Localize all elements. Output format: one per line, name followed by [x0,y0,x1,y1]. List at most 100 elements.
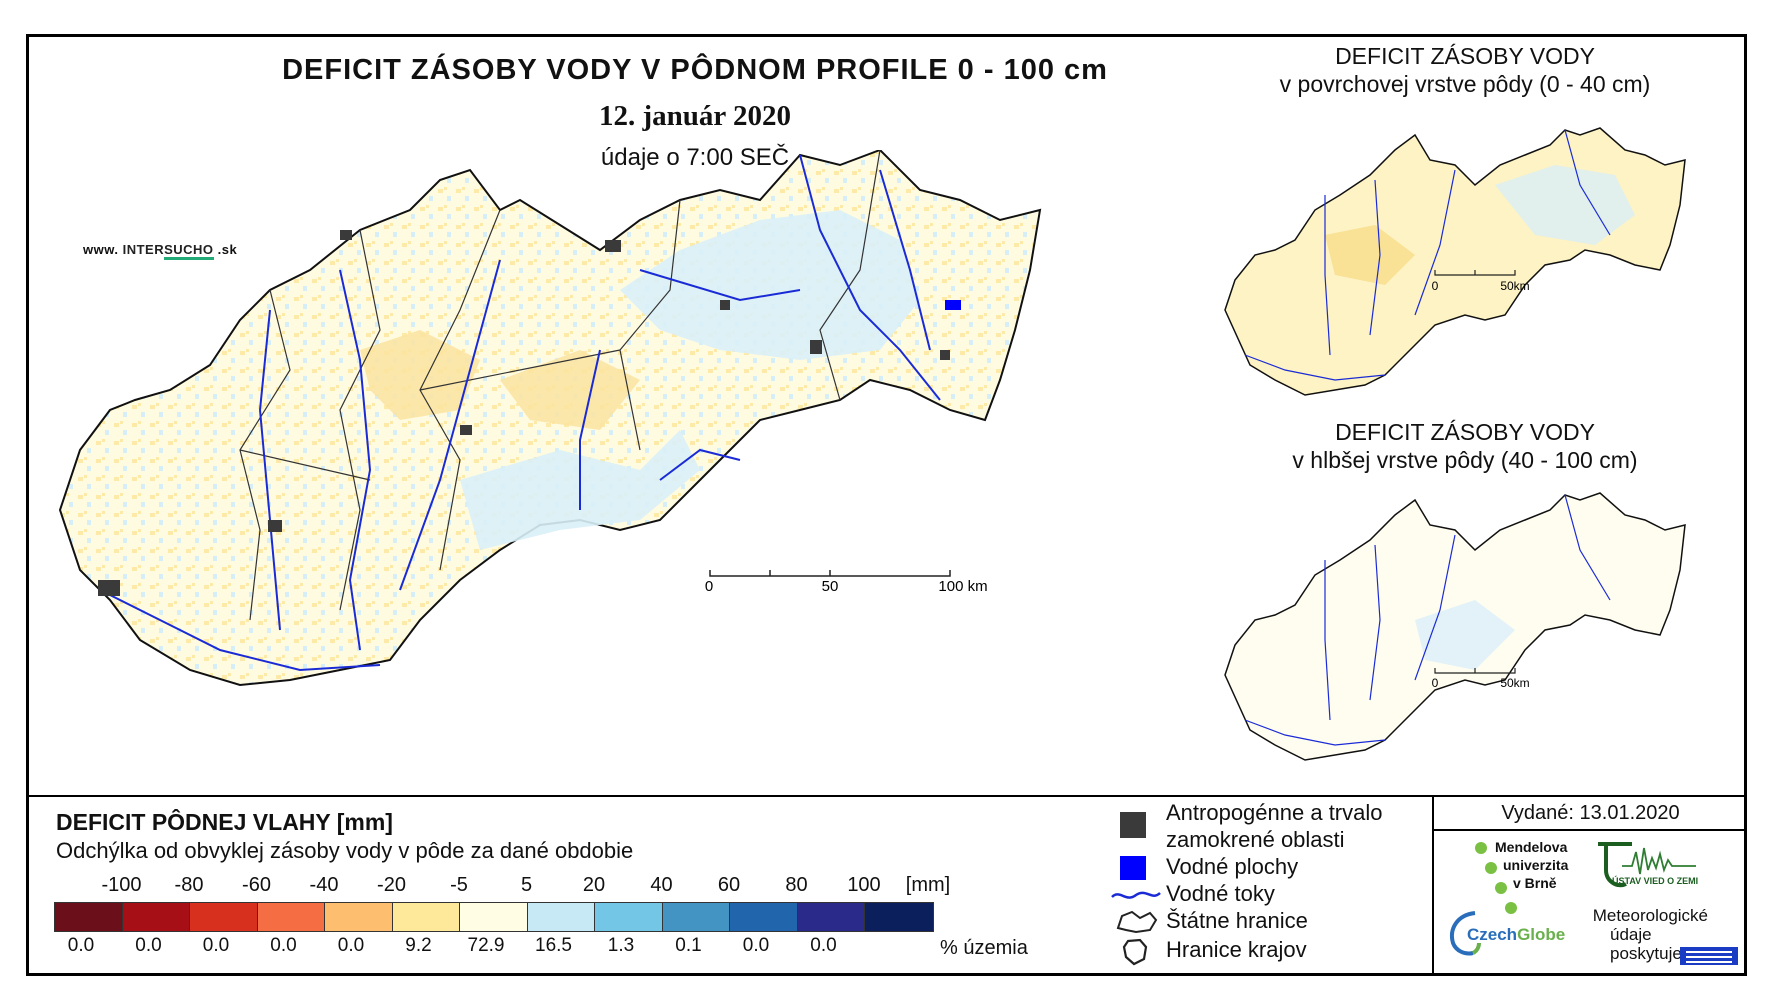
czechglobe-logo: CzechGlobe [1443,907,1583,967]
legend-unit: [mm] [905,874,951,896]
issued-divider [1432,795,1434,976]
mendel-line1: Mendelova [1495,839,1568,855]
legend-swatch [797,903,865,931]
issued-label: Vydané: [1501,802,1574,824]
meteo-line2: údaje [1610,925,1652,944]
legend-percentage: 0.0 [337,935,365,956]
region-border-icon [1122,938,1148,966]
map-title: DEFICIT ZÁSOBY VODY V PÔDNOM PROFILE 0 -… [282,54,1108,86]
legend-percent-label: % územia [940,937,1028,959]
legend-ticks: -100 -80 -60 -40 -20 -5 5 20 40 60 80 10… [30,874,1030,902]
uvoz-label: ÚSTAV VIED O ZEMI [1612,876,1699,886]
inset-bottom-scale-50: 50km [1500,676,1529,690]
legend-percentage: 0.0 [202,935,230,956]
legend-percentage: 0.0 [270,935,297,956]
legend-tick: -5 [450,874,468,896]
legend-tick: -40 [309,874,339,896]
legend-tick: 100 [847,874,881,896]
legend-swatch [662,903,730,931]
water-body [945,300,961,310]
meteo-line1: Meteorologické [1592,906,1708,925]
legend-percentage: 0.0 [67,935,95,956]
legend-tick: -80 [174,874,204,896]
anthropogenic-label: Antropogénne a trvalo [1166,800,1383,825]
inset-top-scale-0: 0 [1432,279,1439,293]
main-map: 0 50 100 km [58,150,1042,687]
inset-top-scale-50: 50km [1500,279,1529,293]
legend-swatch [122,903,190,931]
legend-tick: 80 [785,874,808,896]
legend-tick: -100 [101,874,142,896]
legend-divider [26,795,1747,797]
rivers [99,154,941,672]
brand-name: INTER [122,242,165,257]
state-border-icon [1116,910,1158,934]
legend-subtitle: Odchýlka od obvyklej zásoby vody v pôde … [56,838,634,863]
anthropogenic-swatch-icon [1120,812,1146,838]
legend-swatch [325,903,393,931]
czech-label: Czech [1467,925,1518,944]
globe-label: Globe [1517,925,1566,944]
yellow-deficit-area [360,330,480,420]
legend-swatch [392,903,460,931]
inset-top-title-line2: v povrchovej vrstve pôdy (0 - 40 cm) [1279,71,1651,97]
meteo-provider: Meteorologické údaje poskytuje: [1588,906,1708,963]
issued-date: Vydané: 13.01.2020 [1434,802,1747,825]
legend-percentage: 72.9 [467,935,505,956]
brand-prefix: www. [83,242,119,257]
inset-bottom-title-line2: v hlbšej vrstve pôdy (40 - 100 cm) [1292,447,1638,473]
legend-swatch [730,903,798,931]
scale-label-50: 50 [822,578,839,595]
legend-percentage: 0.0 [742,935,770,956]
legend-percentage: 9.2 [405,935,432,956]
inset-top-map: 0 50km [1224,127,1686,396]
shmu-logo-icon [1680,947,1738,965]
inset-top-title: DEFICIT ZÁSOBY VODY v povrchovej vrstve … [1225,42,1705,98]
legend-percentages: 0.0 0.0 0.0 0.0 0.0 9.2 72.9 16.5 1.3 0.… [54,935,954,963]
meteo-line3: poskytuje: [1610,944,1687,963]
intersucho-logo: www. INTERSUCHO .sk [83,242,238,260]
uvoz-emblem-icon [1598,842,1696,888]
legend-swatch [257,903,325,931]
mendel-line3: v Brně [1513,875,1557,891]
map-time: údaje o 7:00 SEČ [600,144,790,171]
inset-top-title-line1: DEFICIT ZÁSOBY VODY [1335,43,1595,69]
legend-swatch [527,903,595,931]
river-line-icon [1111,891,1161,899]
anthropogenic-label-2: zamokrené oblasti [1166,827,1345,852]
legend-tick: -60 [242,874,271,896]
anthropogenic-areas [98,230,950,596]
inset-bottom-title: DEFICIT ZÁSOBY VODY v hlbšej vrstve pôdy… [1225,418,1705,474]
legend-tick: 40 [650,874,673,896]
legend-percentage: 0.1 [675,935,702,956]
blue-deficit-area [620,210,920,360]
region-border-label: Hranice krajov [1166,937,1307,962]
brand-name2: SUCHO [164,242,214,260]
issued-value: 13.01.2020 [1579,802,1680,824]
issued-underline [1432,829,1747,831]
legend-percentage: 16.5 [535,935,572,956]
uvoz-logo: ÚSTAV VIED O ZEMI [1592,840,1702,900]
mendel-line2: univerzita [1503,857,1569,873]
legend-swatch [55,903,123,931]
brand-suffix: .sk [217,242,238,257]
legend-swatch [595,903,663,931]
legend-percentage: 1.3 [607,935,635,956]
czechglobe-arc-icon [1450,911,1481,956]
scale-label-100: 100 km [938,578,987,595]
inset-top-scale: 0 50km [1432,270,1530,293]
legend-tick: 60 [717,874,741,896]
state-border-label: Štátne hranice [1166,908,1308,933]
rivers-label: Vodné toky [1166,881,1275,906]
inset-bottom-scale: 0 50km [1432,668,1530,690]
legend-percentage: 0.0 [135,935,162,956]
legend-tick: 5 [520,874,533,896]
legend-tick: 20 [582,874,606,896]
water-bodies-label: Vodné plochy [1166,854,1299,879]
map-date: 12. január 2020 [598,100,791,132]
legend-swatch [865,903,933,931]
legend-swatch [190,903,258,931]
legend-colorbar [54,902,934,932]
legend-tick: -20 [377,874,406,896]
scale-label-0: 0 [705,578,713,595]
